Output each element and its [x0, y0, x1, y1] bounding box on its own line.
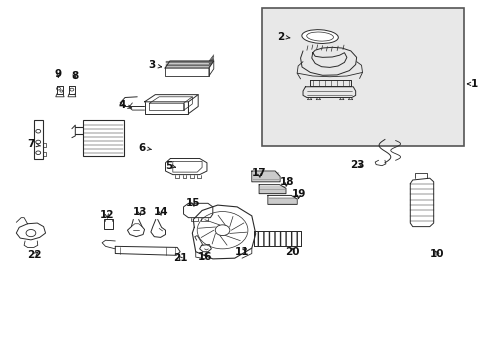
Bar: [261, 8, 463, 146]
Text: 16: 16: [198, 252, 212, 262]
Text: 5: 5: [165, 161, 175, 171]
Bar: [104, 220, 113, 229]
Text: 3: 3: [148, 60, 161, 70]
Text: 13: 13: [132, 207, 146, 217]
Text: 21: 21: [173, 253, 187, 263]
Text: 10: 10: [429, 248, 444, 258]
Bar: [254, 231, 300, 246]
Text: 4: 4: [119, 100, 131, 110]
Bar: [34, 121, 42, 159]
Bar: [82, 120, 124, 156]
Text: 1: 1: [467, 79, 477, 89]
Text: 17: 17: [251, 168, 266, 178]
Text: 18: 18: [279, 177, 294, 187]
Text: 6: 6: [138, 143, 151, 153]
Text: 7: 7: [28, 139, 41, 149]
Text: 22: 22: [27, 249, 42, 260]
Text: 23: 23: [350, 160, 364, 170]
Text: 14: 14: [153, 207, 167, 217]
Text: 11: 11: [234, 247, 249, 257]
Text: 19: 19: [291, 189, 305, 199]
Text: 12: 12: [100, 210, 114, 220]
Text: 9: 9: [55, 69, 61, 79]
Text: 20: 20: [285, 247, 299, 257]
Text: 8: 8: [71, 71, 78, 81]
Ellipse shape: [306, 32, 333, 41]
Text: 15: 15: [185, 198, 200, 208]
Text: 2: 2: [276, 32, 289, 41]
Ellipse shape: [301, 30, 338, 44]
